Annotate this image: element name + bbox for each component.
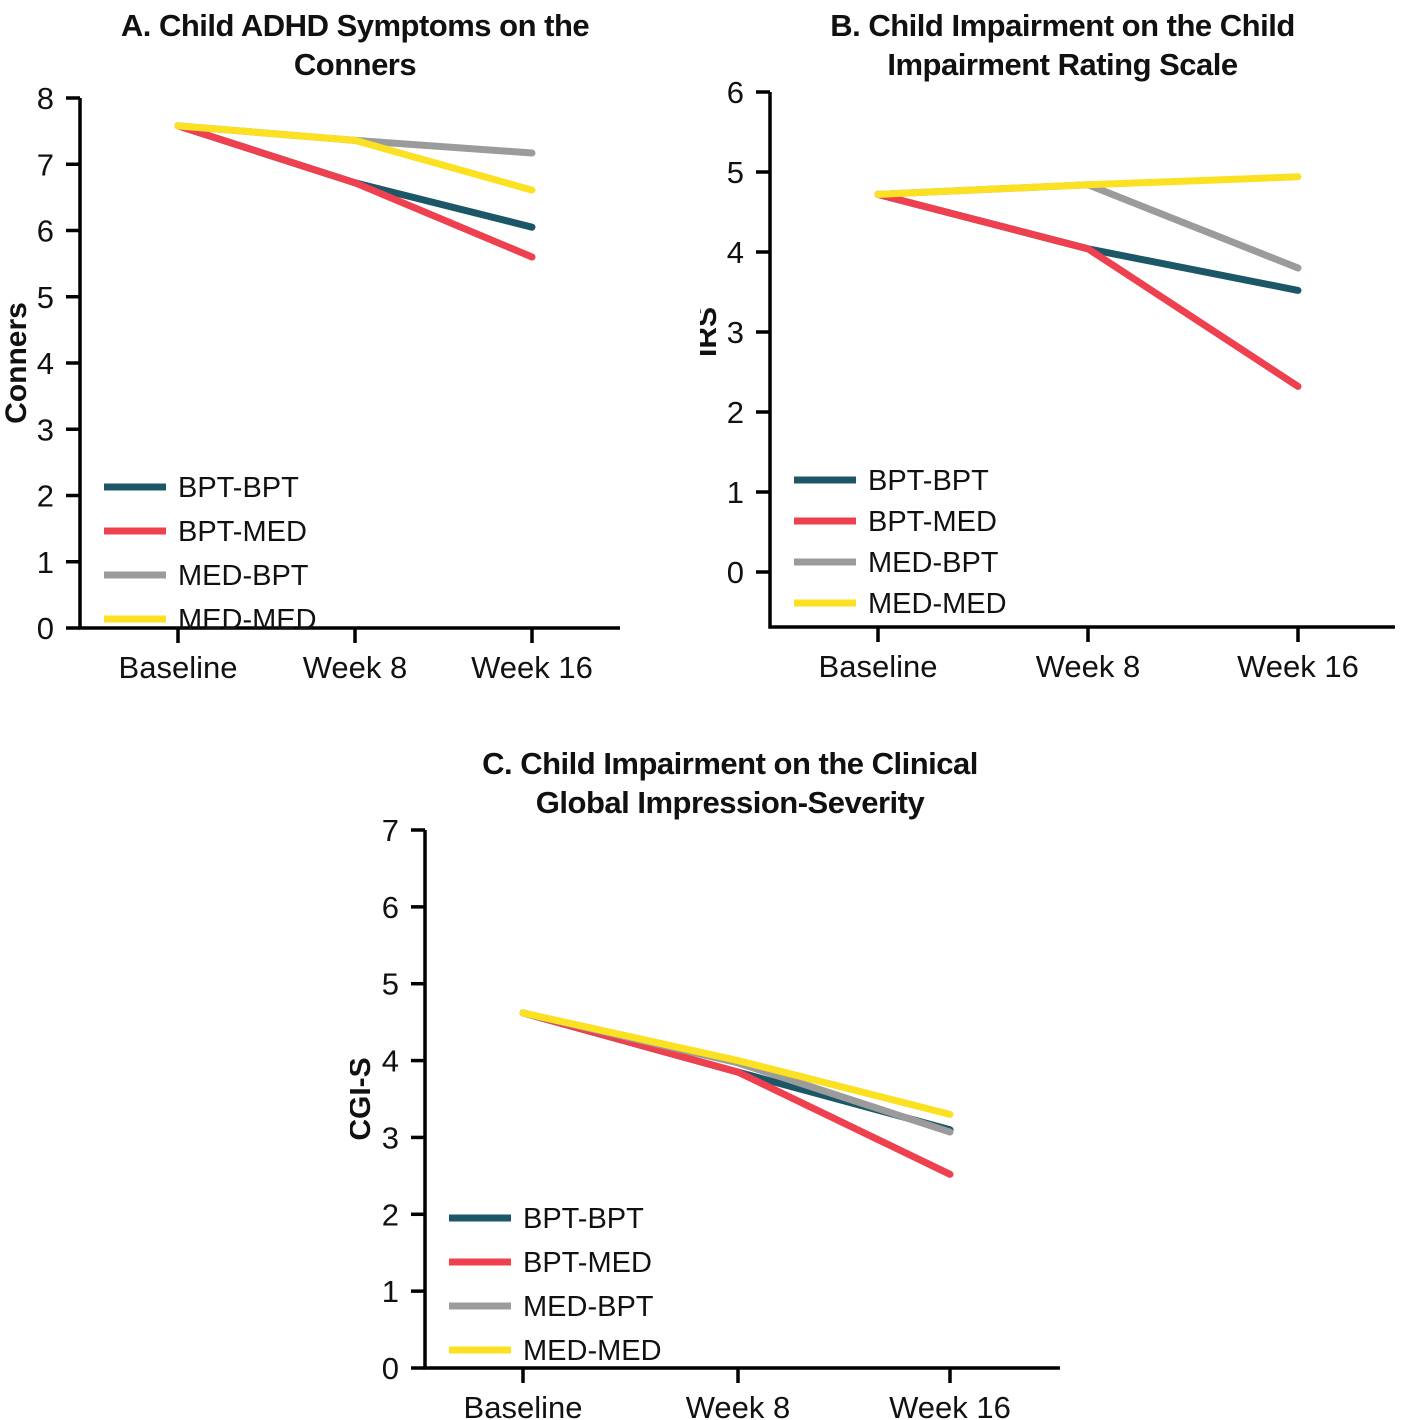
panel-a-legend-label-med-med: MED-MED xyxy=(178,604,317,636)
panel-a-axes xyxy=(78,98,620,630)
panel-b-title: B. Child Impairment on the Child Impairm… xyxy=(745,6,1380,84)
panel-a-xtick-label-1: Week 8 xyxy=(303,650,408,685)
panel-b-ytick-label-1: 1 xyxy=(727,475,744,510)
panel-a-title-line1: A. Child ADHD Symptoms on the xyxy=(120,8,590,43)
panel-b-ytick-label-3: 3 xyxy=(727,315,744,350)
panel-c-legend-label-bpt-bpt: BPT-BPT xyxy=(523,1203,644,1235)
panel-b-legend-label-bpt-bpt: BPT-BPT xyxy=(868,465,989,497)
panel-c-axes xyxy=(423,830,1060,1370)
panel-b-legend-label-med-med: MED-MED xyxy=(868,588,1007,620)
panel-b-ylabel: IRS xyxy=(700,307,723,357)
panel-c-title: C. Child Impairment on the Clinical Glob… xyxy=(420,744,1040,822)
panel-b-ytick-label-6: 6 xyxy=(727,75,744,110)
panel-a-ytick-label-6: 6 xyxy=(37,214,54,249)
panel-b-title-line1: B. Child Impairment on the Child xyxy=(830,8,1295,43)
panel-a-title-line2: Conners xyxy=(293,47,417,82)
panel-b-series-bpt-med xyxy=(874,190,1302,390)
panel-b-legend-label-bpt-med: BPT-MED xyxy=(868,506,997,538)
panel-a-ytick-label-7: 7 xyxy=(37,147,54,182)
panel-a-ytick-label-3: 3 xyxy=(37,412,54,447)
panel-c-xtick-label-2: Week 16 xyxy=(889,1390,1011,1420)
panel-c-ylabel: CGI-S xyxy=(350,1057,377,1140)
panel-b-axes xyxy=(768,92,1395,629)
panel-c-ytick-label-1: 1 xyxy=(382,1274,399,1309)
panel-b-xtick-label-2: Week 16 xyxy=(1237,649,1359,684)
panel-b-xtick-label-0: Baseline xyxy=(819,649,938,684)
panel-c-xtick-label-1: Week 8 xyxy=(686,1390,791,1420)
panel-a-ytick-label-5: 5 xyxy=(37,280,54,315)
panel-a-xtick-label-0: Baseline xyxy=(119,650,238,685)
panel-b-series-med-bpt xyxy=(874,181,1302,272)
panel-c-ytick-label-6: 6 xyxy=(382,890,399,925)
panel-a-chart: 0 1 2 3 4 5 6 7 8 Baseline Week 8 Week 16 Conners BPT… xyxy=(0,81,620,685)
panel-b-xtick-label-1: Week 8 xyxy=(1036,649,1141,684)
panel-a-ytick-label-2: 2 xyxy=(37,479,54,514)
panel-a-series-bpt-med xyxy=(174,122,536,261)
panel-c-ytick-label-4: 4 xyxy=(382,1044,399,1079)
panel-c-ytick-label-7: 7 xyxy=(382,813,399,848)
panel-c-legend-label-bpt-med: BPT-MED xyxy=(523,1247,652,1279)
panel-c-legend-label-med-bpt: MED-BPT xyxy=(523,1291,654,1323)
panel-a-ytick-label-0: 0 xyxy=(37,611,54,646)
panel-a-ytick-label-1: 1 xyxy=(37,545,54,580)
panel-c-xtick-label-0: Baseline xyxy=(464,1390,583,1420)
panel-b-ytick-label-4: 4 xyxy=(727,235,744,270)
panel-a-legend-label-bpt-bpt: BPT-BPT xyxy=(178,472,299,504)
panel-a-ylabel: Conners xyxy=(0,302,33,424)
panel-b-chart: 0 1 2 3 4 5 6 Baseline Week 8 Week 16 IRS BPT-BPT BP… xyxy=(700,75,1395,684)
panel-c-legend-label-med-med: MED-MED xyxy=(523,1335,662,1367)
panel-c-series-med-med xyxy=(519,1009,954,1118)
panel-a-series-med-med xyxy=(174,122,536,194)
panel-c-ytick-label-2: 2 xyxy=(382,1197,399,1232)
panel-b-ytick-label-5: 5 xyxy=(727,155,744,190)
panel-a-ytick-label-4: 4 xyxy=(37,346,54,381)
panel-c-title-line2: Global Impression-Severity xyxy=(535,785,925,820)
panel-a-ytick-label-8: 8 xyxy=(37,81,54,116)
panel-c-series-bpt-med xyxy=(519,1009,954,1178)
panel-b-legend-label-med-bpt: MED-BPT xyxy=(868,547,999,579)
panel-c-chart: 0 1 2 3 4 5 6 7 Baseline Week 8 Week 16 CGI-S BPT-BP… xyxy=(350,813,1060,1420)
panel-a-legend-label-med-bpt: MED-BPT xyxy=(178,560,309,592)
panel-b-ytick-label-0: 0 xyxy=(727,555,744,590)
panel-c-ytick-label-3: 3 xyxy=(382,1120,399,1155)
panel-b-title-line2: Impairment Rating Scale xyxy=(887,47,1238,82)
panel-c-ytick-label-5: 5 xyxy=(382,967,399,1002)
panel-a-xtick-label-2: Week 16 xyxy=(471,650,593,685)
panel-c-title-line1: C. Child Impairment on the Clinical xyxy=(482,746,978,781)
panel-b-series-med-med xyxy=(874,173,1302,198)
panel-a-title: A. Child ADHD Symptoms on the Conners xyxy=(55,6,655,84)
panel-c-ytick-label-0: 0 xyxy=(382,1351,399,1386)
panel-b-ytick-label-2: 2 xyxy=(727,395,744,430)
panel-a-legend-label-bpt-med: BPT-MED xyxy=(178,516,307,548)
